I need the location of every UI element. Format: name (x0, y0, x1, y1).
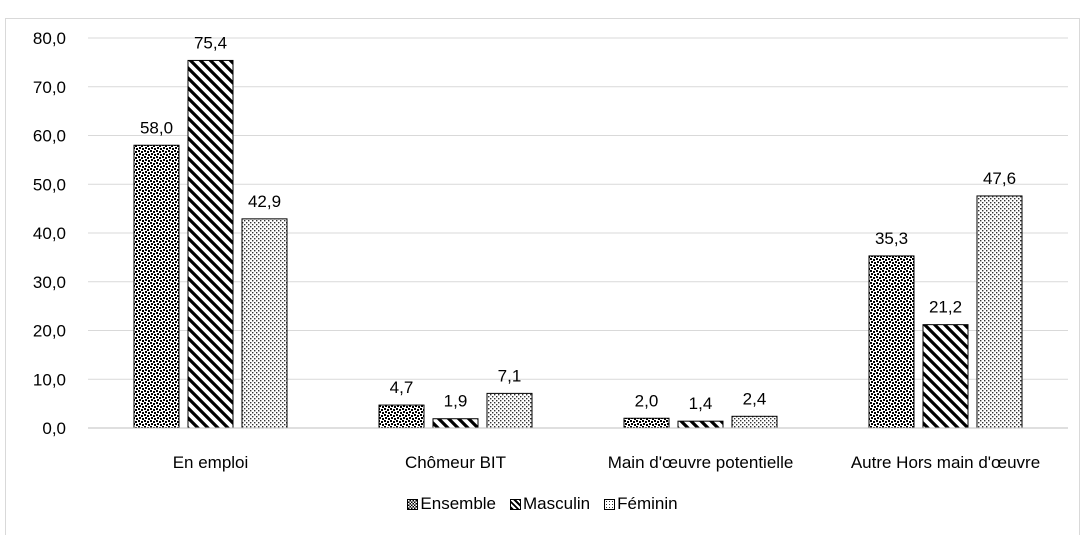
bar-ensemble (133, 144, 180, 429)
axes: 0,0 10,0 20,0 30,0 40,0 50,0 60,0 70,0 80,0 En em… (33, 29, 1068, 472)
y-tick-label: 40,0 (33, 224, 66, 243)
data-labels: 58,0 75,4 42,9 4,7 1,9 7,1 2,0 1,4 2,4 35,3 21,2 47… (140, 33, 1016, 413)
y-tick-label: 80,0 (33, 29, 66, 48)
data-label: 47,6 (983, 169, 1016, 188)
y-tick-label: 50,0 (33, 175, 66, 194)
bar-chart: 58,0 75,4 42,9 4,7 1,9 7,1 2,0 1,4 2,4 35,3 21,2 47… (33, 29, 1068, 472)
bar-ensemble (623, 417, 670, 429)
legend-label: Féminin (617, 494, 678, 513)
data-label: 58,0 (140, 118, 173, 137)
y-tick-label: 10,0 (33, 370, 66, 389)
legend: Ensemble Masculin Féminin (0, 494, 1085, 514)
y-tick-label: 20,0 (33, 322, 66, 341)
data-label: 35,3 (875, 229, 908, 248)
bar-ensemble (378, 404, 425, 429)
legend-label: Ensemble (420, 494, 497, 513)
legend-swatch (604, 498, 616, 510)
legend-label: Masculin (523, 494, 591, 513)
bar-féminin (486, 392, 533, 429)
data-label: 75,4 (194, 33, 227, 52)
data-label: 4,7 (390, 378, 414, 397)
bar-féminin (731, 415, 778, 429)
bars (133, 59, 1023, 429)
bar-masculin (677, 420, 724, 429)
gridlines (88, 37, 1068, 380)
y-tick-label: 30,0 (33, 273, 66, 292)
data-label: 21,2 (929, 298, 962, 317)
category-label: Autre Hors main d'œuvre (851, 453, 1040, 472)
y-tick-label: 70,0 (33, 78, 66, 97)
bar-masculin (432, 418, 479, 429)
data-label: 2,4 (743, 389, 767, 408)
bar-masculin (187, 59, 234, 429)
y-tick-label: 0,0 (42, 419, 66, 438)
category-label: Chômeur BIT (405, 453, 506, 472)
bar-féminin (241, 218, 288, 429)
bar-ensemble (868, 255, 915, 429)
bar-féminin (976, 195, 1023, 429)
data-label: 7,1 (498, 366, 522, 385)
category-label: Main d'œuvre potentielle (608, 453, 794, 472)
data-label: 2,0 (635, 391, 659, 410)
chart-frame (5, 18, 1080, 535)
category-label: En emploi (173, 453, 249, 472)
legend-item-masculin: Masculin (510, 494, 590, 514)
legend-swatch (510, 498, 522, 510)
data-label: 1,4 (689, 394, 713, 413)
bar-masculin (922, 324, 969, 429)
data-label: 42,9 (248, 192, 281, 211)
legend-item-ensemble: Ensemble (407, 494, 496, 514)
legend-swatch (407, 498, 419, 510)
y-tick-label: 60,0 (33, 127, 66, 146)
legend-item-féminin: Féminin (604, 494, 678, 514)
data-label: 1,9 (444, 392, 468, 411)
